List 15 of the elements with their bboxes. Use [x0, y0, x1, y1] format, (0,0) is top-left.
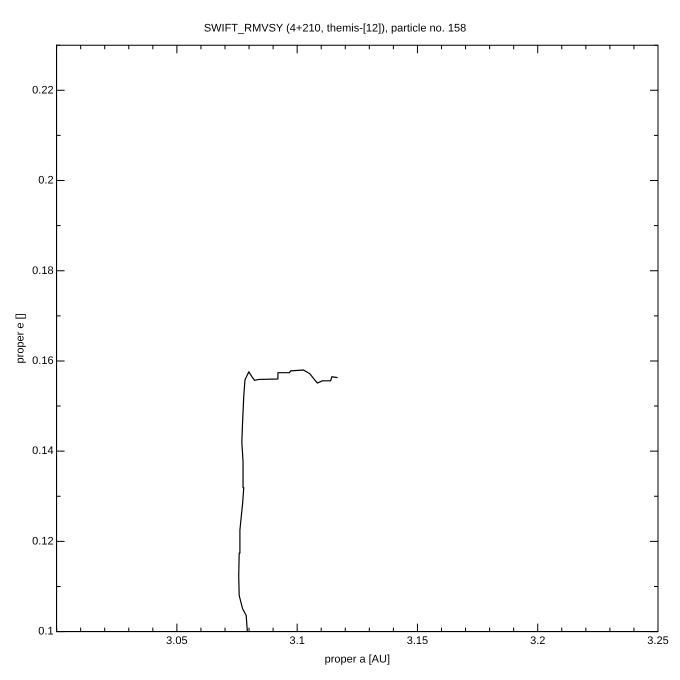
y-tick-label: 0.14: [32, 445, 54, 458]
x-axis-title: proper a [AU]: [324, 653, 390, 666]
y-tick-label: 0.16: [32, 354, 54, 367]
x-tick-label: 3.25: [647, 635, 669, 648]
y-tick-label: 0.12: [32, 535, 54, 548]
x-tick-label: 3.2: [530, 635, 546, 648]
y-tick-label: 0.2: [38, 174, 54, 187]
x-tick-label: 3.15: [406, 635, 428, 648]
y-tick-label: 0.18: [32, 264, 54, 277]
x-tick-label: 3.1: [290, 635, 305, 648]
x-tick-label: 3.05: [166, 635, 188, 648]
y-tick-label: 0.22: [32, 84, 54, 96]
y-tick-label: 0.1: [38, 626, 54, 638]
chart-title: SWIFT_RMVSY (4+210, themis-[12]), particle no. 158: [204, 22, 466, 35]
y-axis-title: proper e []: [14, 313, 27, 364]
